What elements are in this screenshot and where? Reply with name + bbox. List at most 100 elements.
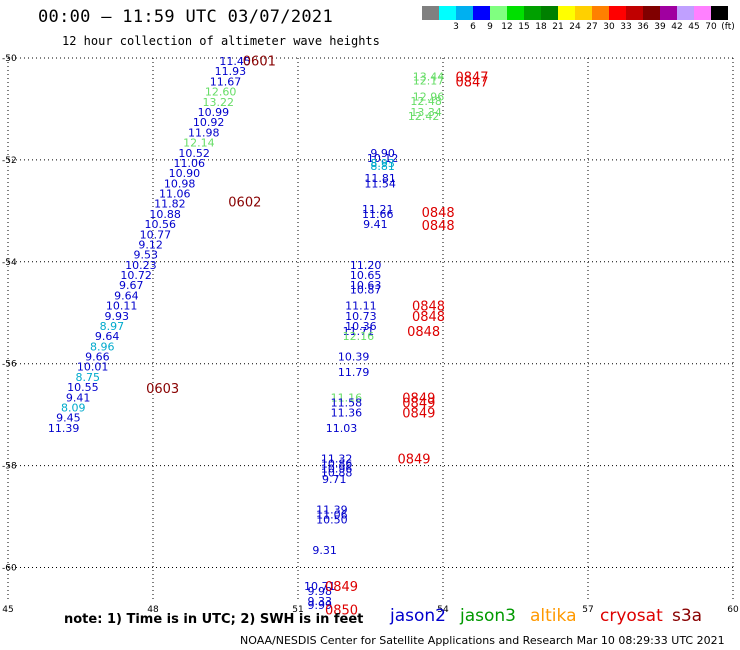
lat-tick-label: -50 <box>2 54 17 64</box>
lon-tick-label: 54 <box>437 605 449 615</box>
wave-height-value: 11.36 <box>331 407 363 420</box>
color-swatch <box>592 6 609 20</box>
lon-tick-label: 48 <box>147 605 159 615</box>
color-scale-label: (ft) <box>721 22 735 32</box>
wave-height-value: 9.71 <box>322 473 347 486</box>
color-swatch <box>643 6 660 20</box>
wave-height-value: 10.23 <box>125 259 157 272</box>
wave-height-value: 9.31 <box>312 544 337 557</box>
color-scale-label: 70 <box>705 22 717 32</box>
wave-height-value: 9.45 <box>56 412 81 425</box>
pass-time-label: 0603 <box>146 382 179 397</box>
wave-height-value: 11.82 <box>154 198 186 211</box>
wave-height-value: 9.67 <box>119 279 144 292</box>
wave-height-value: 9.53 <box>134 249 159 262</box>
wave-height-value: 11.20 <box>350 259 382 272</box>
wave-height-value: 8.75 <box>76 371 101 384</box>
color-scale-label: 36 <box>637 22 649 32</box>
color-scale-label: 15 <box>518 22 530 32</box>
pass-time-label: 0850 <box>325 603 358 618</box>
wave-height-value: 9.90 <box>370 147 395 160</box>
color-scale-label: 18 <box>535 22 547 32</box>
wave-height-value: 9.64 <box>95 330 120 343</box>
color-swatch <box>626 6 643 20</box>
color-swatch <box>507 6 524 20</box>
wave-height-value: 11.45 <box>219 55 251 68</box>
pass-time-label: 0849 <box>325 580 358 595</box>
wave-height-value: 11.81 <box>364 172 396 185</box>
wave-height-value: 12.60 <box>205 86 237 99</box>
wave-height-value: 10.36 <box>345 320 377 333</box>
color-swatch <box>609 6 626 20</box>
pass-time-label: 0848 <box>422 206 455 221</box>
wave-height-value: 9.93 <box>105 310 130 323</box>
wave-height-value: 8.81 <box>370 160 395 173</box>
wave-height-value: 11.67 <box>210 75 242 88</box>
pass-time-label: 0849 <box>402 407 435 422</box>
wave-height-value: 10.96 <box>321 463 353 476</box>
wave-height-value: 10.52 <box>178 147 210 160</box>
wave-height-value: 10.12 <box>367 152 399 165</box>
wave-height-value: 8.93 <box>370 157 395 170</box>
satellite-legend-altika: altika <box>530 606 577 626</box>
lon-tick-label: 51 <box>292 605 303 615</box>
wave-height-value: 10.11 <box>106 300 138 313</box>
wave-height-labels: 11.4511.9311.6712.6013.2210.9910.9211.98… <box>48 55 444 612</box>
color-scale-label: 33 <box>620 22 632 32</box>
wave-height-value: 11.54 <box>364 177 396 190</box>
wave-height-value: 9.12 <box>138 238 163 251</box>
satellite-legend-jason2: jason2 <box>390 606 446 626</box>
wave-height-value: 11.06 <box>316 508 348 521</box>
pass-time-label: 0847 <box>455 70 488 85</box>
wave-height-value: 9.66 <box>85 351 110 364</box>
wave-height-value: 11.16 <box>331 391 363 404</box>
wave-height-value: 11.03 <box>326 422 358 435</box>
wave-height-value: 11.58 <box>331 396 363 409</box>
wave-height-value: 13.34 <box>410 106 442 119</box>
color-swatch <box>473 6 490 20</box>
color-scale-label: 24 <box>569 22 581 32</box>
wave-height-value: 12.17 <box>413 74 445 87</box>
wave-height-value: 10.72 <box>120 269 152 282</box>
color-swatch <box>422 6 439 20</box>
pass-time-label: 0847 <box>455 75 488 90</box>
wave-height-value: 10.99 <box>198 106 230 119</box>
wave-height-value: 11.39 <box>48 422 80 435</box>
wave-height-value: 10.87 <box>350 283 382 296</box>
wave-height-value: 10.71 <box>304 580 336 593</box>
color-scale-label: 27 <box>586 22 598 32</box>
color-swatch <box>524 6 541 20</box>
wave-height-value: 11.06 <box>174 157 206 170</box>
wave-height-value: 10.50 <box>316 514 348 527</box>
wave-height-value: 8.97 <box>100 320 125 333</box>
wave-height-value: 10.55 <box>67 381 99 394</box>
wave-height-value: 10.77 <box>140 228 172 241</box>
wave-height-value: 11.66 <box>362 208 394 221</box>
wave-height-value: 11.06 <box>159 188 191 201</box>
lat-tick-label: -58 <box>2 462 17 472</box>
wave-height-value: 13.22 <box>203 96 235 109</box>
axis-labels: -50 -52 -54 -56 -58 -60 45 48 51 54 57 60 <box>2 54 739 615</box>
pass-time-label: 0849 <box>397 452 430 467</box>
wave-height-value: 11.98 <box>188 126 220 139</box>
wave-height-value: 9.98 <box>308 585 333 598</box>
wave-height-value: 12.14 <box>183 137 215 150</box>
pass-time-label: 0602 <box>228 196 261 211</box>
wave-height-value: 10.65 <box>350 269 382 282</box>
wave-height-value: 11.39 <box>316 503 348 516</box>
wave-height-value: 12.48 <box>410 95 442 108</box>
color-scale-label: 3 <box>453 22 459 32</box>
lat-tick-label: -60 <box>2 563 17 573</box>
wave-height-value: 10.90 <box>169 167 201 180</box>
wave-height-value: 10.88 <box>149 208 181 221</box>
credit-line: NOAA/NESDIS Center for Satellite Applica… <box>240 634 725 647</box>
lat-tick-label: -56 <box>2 360 17 370</box>
wave-height-value: 12.42 <box>408 110 440 123</box>
lon-tick-label: 60 <box>727 605 739 615</box>
color-swatch <box>456 6 473 20</box>
lon-tick-label: 57 <box>582 605 593 615</box>
color-swatch <box>541 6 558 20</box>
wave-height-value: 8.96 <box>90 340 115 353</box>
pass-time-label: 0848 <box>407 325 440 340</box>
wave-height-value: 9.64 <box>114 289 139 302</box>
